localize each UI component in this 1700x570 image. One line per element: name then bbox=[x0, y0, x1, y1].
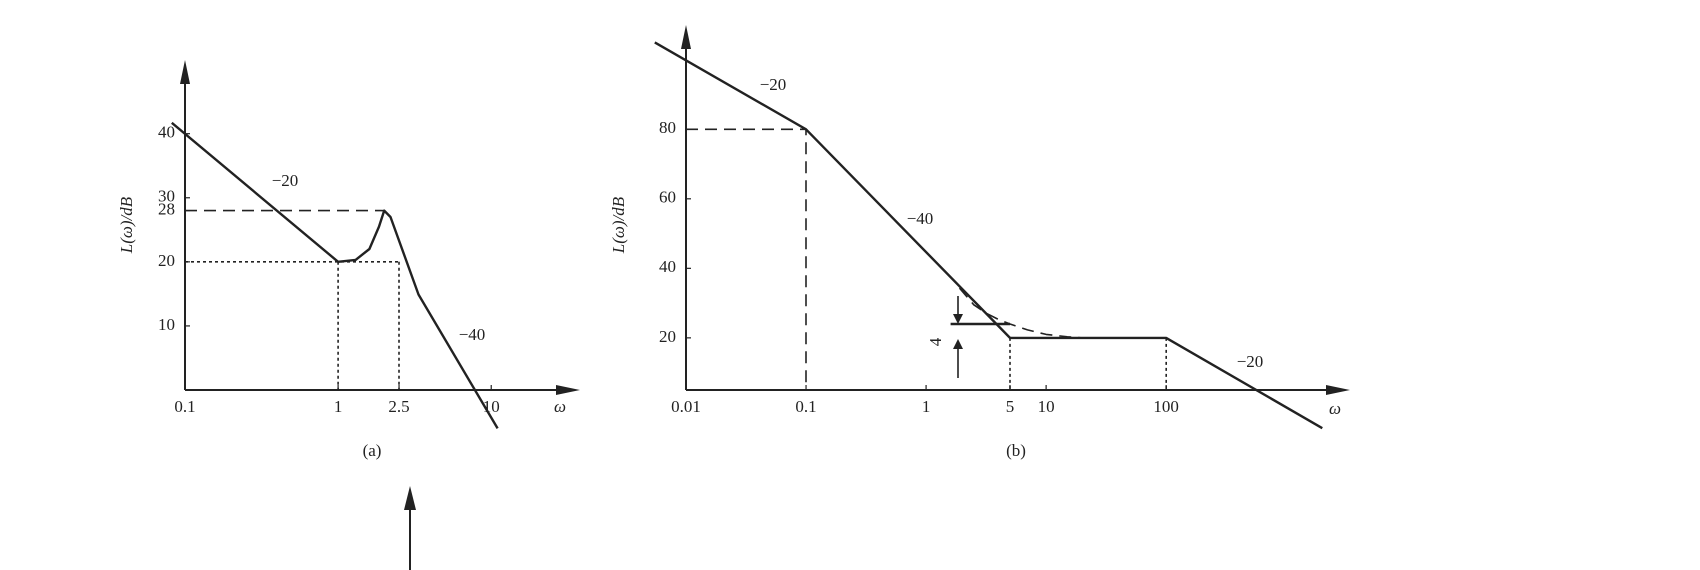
y-tick-label: 10 bbox=[158, 315, 175, 334]
arrow-head bbox=[953, 339, 963, 349]
slope-label: 4 bbox=[926, 337, 945, 346]
axis-arrow bbox=[180, 60, 190, 84]
curve bbox=[686, 128, 807, 390]
x-tick-label: 1 bbox=[334, 397, 343, 416]
slope-label: −40 bbox=[459, 325, 486, 344]
x-tick-label: 0.01 bbox=[671, 397, 701, 416]
x-tick-label: 0.1 bbox=[174, 397, 195, 416]
caption: (a) bbox=[363, 441, 382, 460]
axis-arrow bbox=[1326, 385, 1350, 395]
caption: (b) bbox=[1006, 441, 1026, 460]
y-tick-label: 30 bbox=[158, 187, 175, 206]
y-axis-label: L(ω)/dB bbox=[609, 196, 628, 254]
x-tick-label: 100 bbox=[1153, 397, 1179, 416]
x-tick-label: 2.5 bbox=[388, 397, 409, 416]
y-tick-label: 40 bbox=[659, 257, 676, 276]
x-tick-label: 5 bbox=[1006, 397, 1015, 416]
y-tick-label: 28 bbox=[158, 199, 175, 218]
axis-arrow bbox=[681, 25, 691, 49]
slope-label: −20 bbox=[1237, 352, 1264, 371]
y-axis-label: L(ω)/dB bbox=[117, 196, 136, 254]
slope-label: −20 bbox=[760, 75, 787, 94]
curve bbox=[171, 121, 499, 430]
curve bbox=[654, 41, 1323, 430]
y-tick-label: 20 bbox=[158, 251, 175, 270]
x-axis-label: ω bbox=[554, 397, 566, 416]
x-tick-label: 10 bbox=[1038, 397, 1055, 416]
y-tick-label: 60 bbox=[659, 188, 676, 207]
x-axis-label: ω bbox=[1329, 399, 1341, 418]
slope-label: −40 bbox=[907, 209, 934, 228]
axis-arrow bbox=[556, 385, 580, 395]
slope-label: −20 bbox=[272, 171, 299, 190]
y-tick-label: 40 bbox=[158, 123, 175, 142]
x-tick-label: 0.1 bbox=[795, 397, 816, 416]
y-tick-label: 80 bbox=[659, 118, 676, 137]
y-tick-label: 20 bbox=[659, 327, 676, 346]
arrow-head bbox=[953, 314, 963, 324]
arrow-head bbox=[404, 486, 416, 510]
curve bbox=[958, 287, 1083, 339]
x-tick-label: 1 bbox=[922, 397, 931, 416]
